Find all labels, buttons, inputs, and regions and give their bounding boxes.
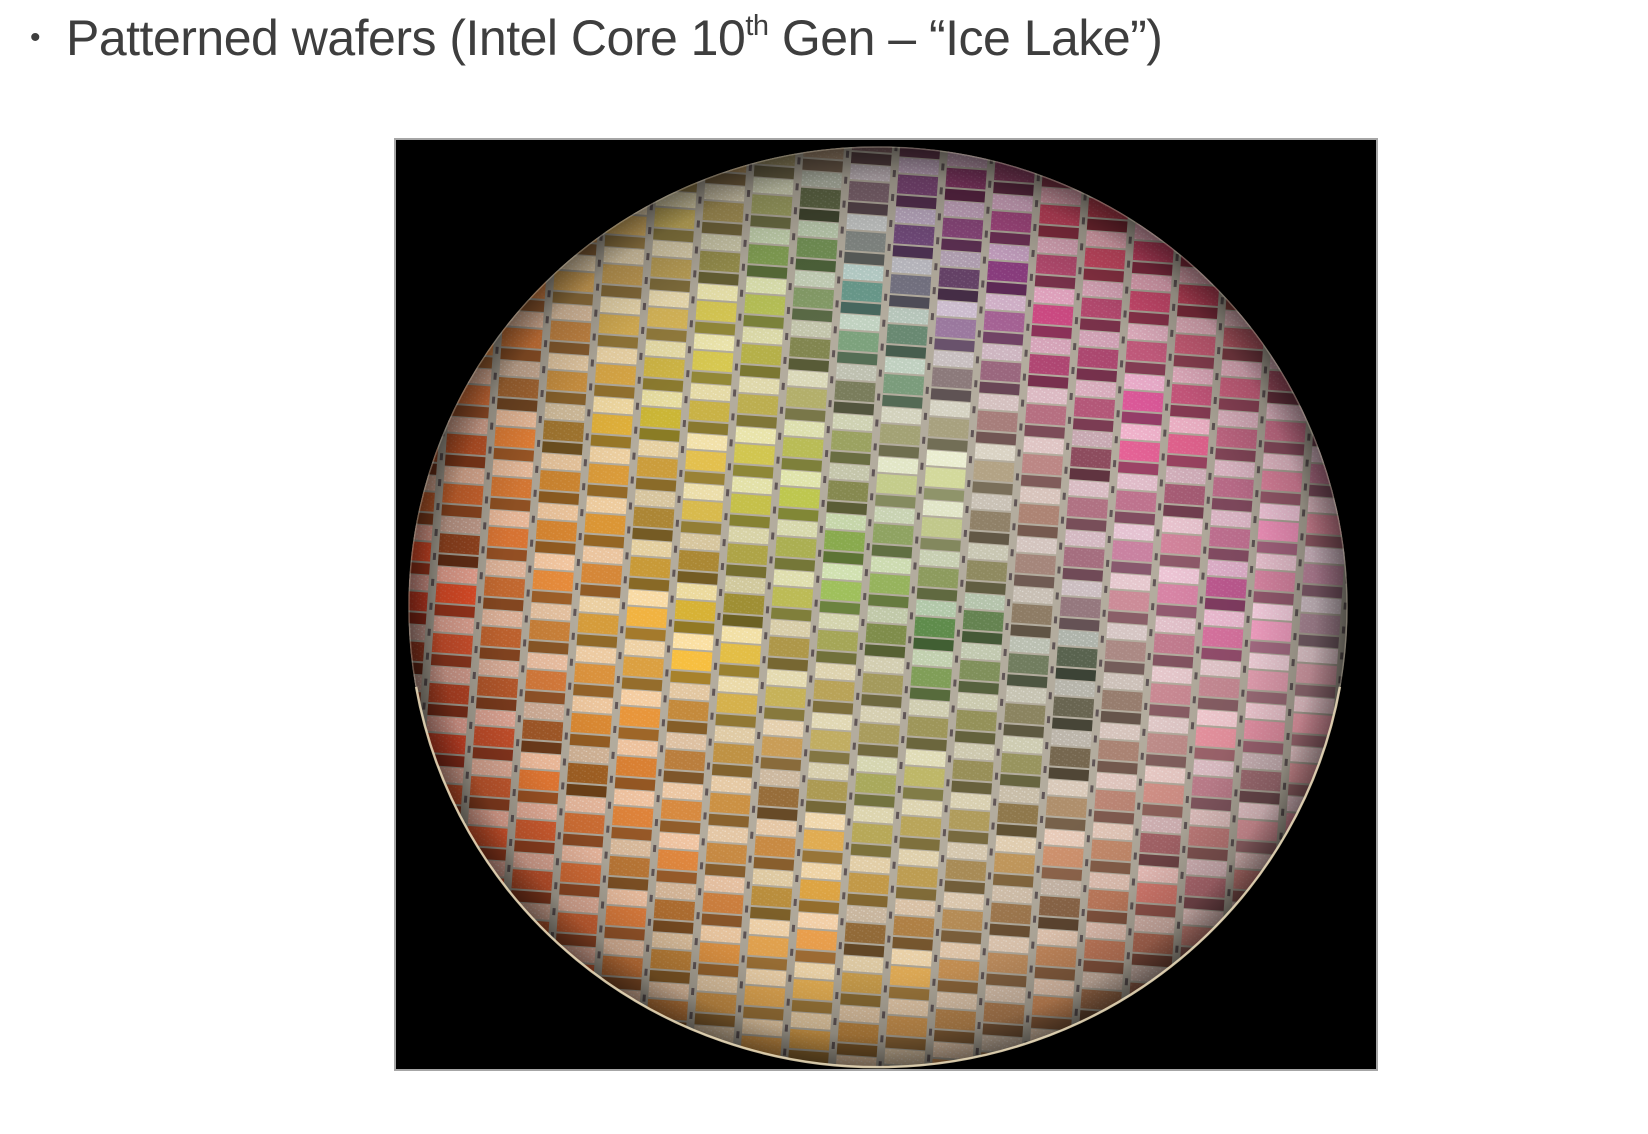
title-suffix: Gen – “Ice Lake”) bbox=[768, 10, 1163, 66]
wafer-image bbox=[394, 138, 1378, 1071]
slide-title-text: Patterned wafers (Intel Core 10th Gen – … bbox=[66, 6, 1163, 70]
title-superscript: th bbox=[745, 10, 769, 43]
title-prefix: Patterned wafers (Intel Core 10 bbox=[66, 10, 746, 66]
slide-title: • Patterned wafers (Intel Core 10th Gen … bbox=[20, 6, 1163, 70]
wafer-photo-svg bbox=[396, 140, 1376, 1069]
bullet-marker: • bbox=[30, 21, 41, 54]
